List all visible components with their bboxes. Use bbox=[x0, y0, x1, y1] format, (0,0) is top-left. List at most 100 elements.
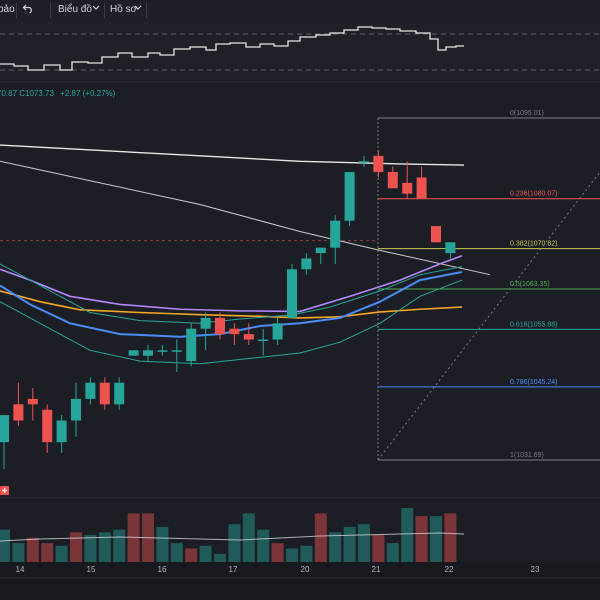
candle-body bbox=[243, 334, 254, 340]
volume-bar bbox=[343, 526, 356, 562]
candle-body bbox=[373, 155, 384, 173]
candle-body bbox=[114, 382, 125, 405]
ohlc-values: 70.87 C1073.73 bbox=[0, 89, 54, 98]
volume-bar bbox=[286, 548, 298, 562]
candle-body bbox=[301, 258, 312, 270]
time-axis-label: 22 bbox=[445, 565, 454, 574]
volume-bar bbox=[242, 513, 255, 562]
candle-body bbox=[171, 350, 182, 352]
volume-bar bbox=[214, 553, 226, 562]
time-axis-label: 14 bbox=[16, 565, 25, 574]
candle-body bbox=[186, 328, 197, 362]
profile-menu-button[interactable]: Hồ sơ bbox=[110, 4, 138, 15]
volume-bar bbox=[113, 529, 126, 562]
trend-line bbox=[0, 160, 491, 276]
volume-bar bbox=[257, 529, 270, 562]
upper-band-line bbox=[0, 263, 463, 324]
fib-level-label: 0.382(1070.82) bbox=[510, 241, 557, 248]
volume-bar bbox=[314, 513, 327, 562]
candle-body bbox=[157, 350, 168, 352]
candlestick-series bbox=[0, 150, 456, 470]
candle-body bbox=[402, 182, 413, 194]
candle-body bbox=[85, 382, 96, 399]
candle-body bbox=[359, 161, 369, 163]
lower-band-line bbox=[0, 279, 463, 365]
fib-level-label: 0(1095.01) bbox=[510, 110, 544, 117]
volume-bar bbox=[12, 543, 25, 562]
toolbar-divider bbox=[50, 3, 51, 18]
volume-bar bbox=[415, 516, 428, 562]
candle-body bbox=[56, 420, 67, 443]
undo-icon[interactable] bbox=[22, 2, 34, 17]
volume-bar bbox=[329, 532, 342, 562]
time-axis-label: 16 bbox=[158, 565, 167, 574]
purple-moving-average bbox=[0, 255, 463, 313]
time-axis-label: 21 bbox=[372, 565, 381, 574]
candle-body bbox=[42, 409, 53, 443]
volume-bar bbox=[300, 545, 313, 562]
candle-body bbox=[13, 404, 24, 421]
price-pane bbox=[0, 84, 600, 498]
time-axis-label: 17 bbox=[229, 565, 238, 574]
volume-bar bbox=[98, 532, 111, 562]
fib-level-label: 0.618(1055.88) bbox=[510, 321, 557, 328]
orange-moving-average bbox=[0, 290, 463, 319]
candle-body bbox=[258, 339, 269, 342]
time-axis[interactable] bbox=[0, 562, 600, 600]
ohlc-legend: 70.87 C1073.73 +2.87 (+0.27%) bbox=[0, 89, 115, 98]
chevron-down-icon[interactable] bbox=[92, 3, 100, 14]
volume-bar bbox=[372, 535, 385, 562]
fib-level-label: 1(1031.69) bbox=[510, 452, 544, 459]
candle-body bbox=[143, 350, 153, 356]
fib-level-label: 0.786(1045.24) bbox=[510, 379, 557, 386]
candle-body bbox=[431, 226, 441, 243]
candle-body bbox=[27, 398, 38, 405]
toolbar-divider bbox=[104, 3, 105, 18]
toolbar-left-label[interactable]: bảo bbox=[0, 4, 15, 15]
volume-bar bbox=[26, 537, 39, 562]
fib-level-label: 0.236(1080.07) bbox=[510, 191, 557, 198]
candle-body bbox=[71, 398, 81, 421]
volume-bar bbox=[156, 526, 169, 562]
chevron-down-icon[interactable] bbox=[134, 3, 142, 14]
toolbar-divider bbox=[146, 3, 147, 18]
time-axis-label: 15 bbox=[87, 565, 96, 574]
candle-body bbox=[330, 220, 341, 248]
candle-body bbox=[229, 328, 240, 335]
volume-bar bbox=[199, 545, 212, 562]
indicator-pane bbox=[0, 22, 600, 80]
time-axis-label: 23 bbox=[531, 565, 540, 574]
volume-bar bbox=[170, 543, 183, 562]
candle-body bbox=[287, 269, 297, 318]
overlay-lines bbox=[0, 144, 491, 365]
toolbar-divider bbox=[16, 3, 17, 18]
fib-level-label: 0.5(1063.35) bbox=[510, 281, 550, 288]
candle-body bbox=[416, 177, 427, 200]
volume-bar bbox=[386, 543, 399, 562]
chart-menu-button[interactable]: Biểu đồ bbox=[58, 4, 92, 15]
volume-pane bbox=[0, 500, 600, 562]
candle-body bbox=[215, 317, 225, 335]
volume-series bbox=[0, 508, 457, 562]
candle-body bbox=[344, 172, 355, 221]
chart-canvas[interactable]: 0(1095.01) 0.236(1080.07) 0.382(1070.82) 0.… bbox=[0, 22, 600, 600]
candle-body bbox=[128, 350, 139, 356]
time-axis-label: 20 bbox=[301, 565, 310, 574]
price-change: +2.87 (+0.27%) bbox=[60, 89, 116, 98]
volume-bar bbox=[185, 548, 198, 562]
time-axis-labels: 14 15 16 17 20 21 22 23 bbox=[16, 565, 540, 574]
candle-body bbox=[0, 415, 9, 443]
volume-bar bbox=[84, 535, 97, 562]
blue-moving-average bbox=[0, 271, 463, 338]
indicator-line bbox=[0, 26, 464, 71]
candle-body bbox=[387, 172, 398, 189]
volume-bar bbox=[0, 529, 10, 562]
volume-bar bbox=[401, 508, 414, 562]
volume-bar bbox=[70, 532, 82, 562]
long-moving-average bbox=[0, 144, 465, 166]
volume-bar bbox=[55, 545, 68, 562]
volume-bar bbox=[430, 516, 442, 562]
volume-bar bbox=[228, 524, 241, 562]
plus-icon bbox=[2, 488, 7, 493]
